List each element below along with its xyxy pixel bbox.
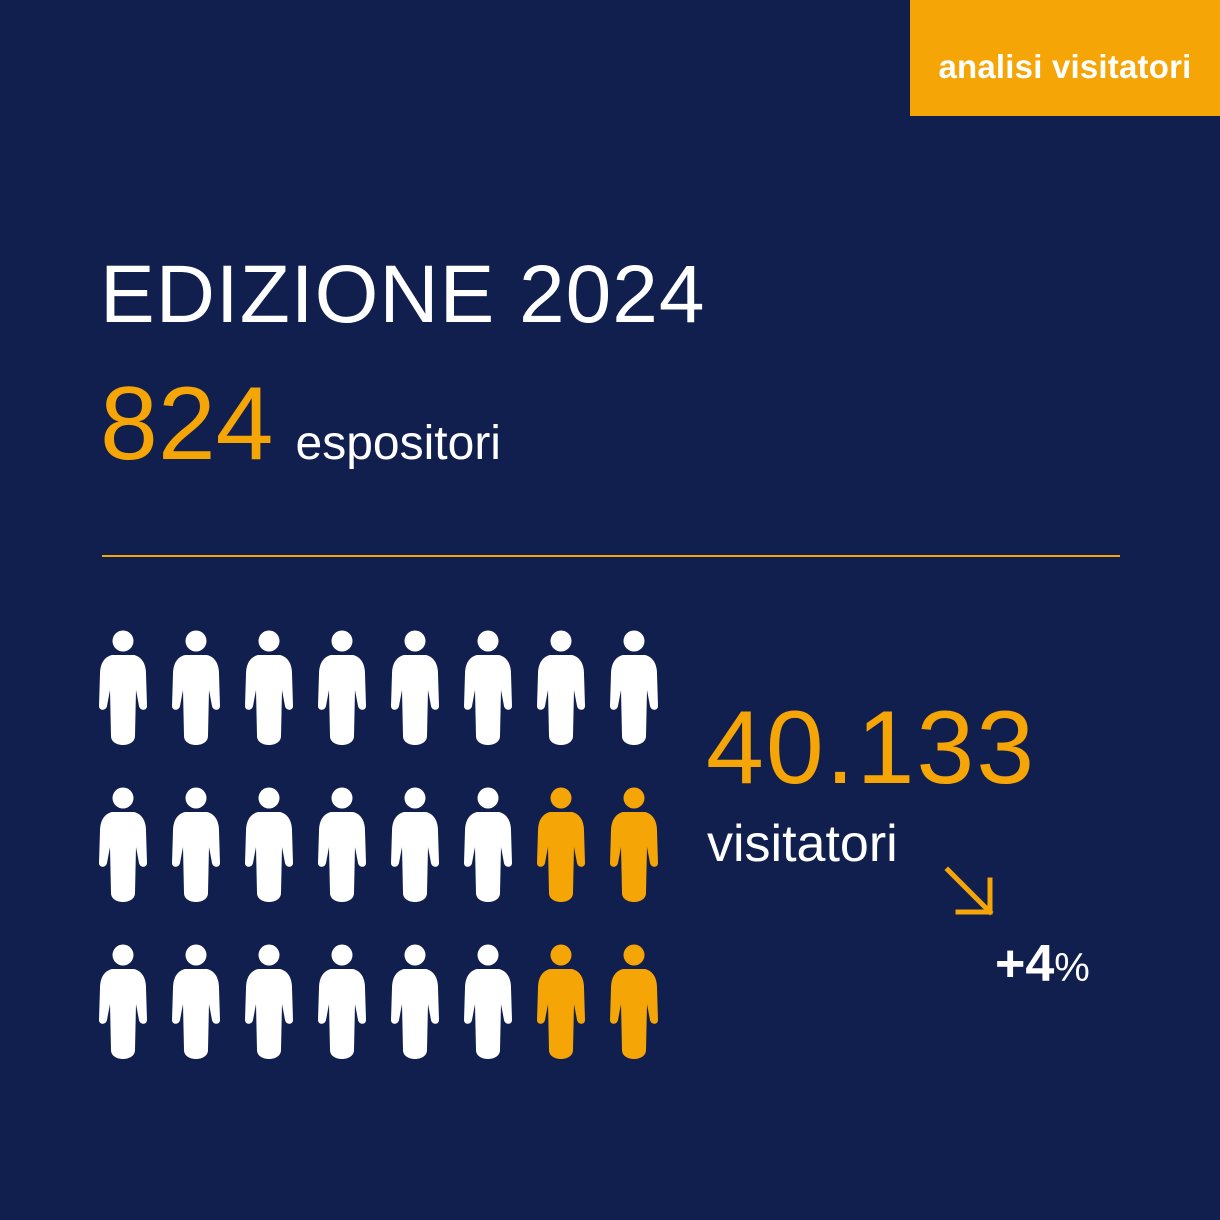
visitors-change: +4% — [995, 938, 1090, 990]
person-icon — [245, 944, 293, 1059]
person-icon — [610, 630, 658, 745]
person-icon — [537, 630, 585, 745]
person-icon — [172, 630, 220, 745]
person-icon — [99, 630, 147, 745]
exhibitors-label: espositori — [295, 417, 501, 470]
category-tag-label: analisi visitatori — [938, 48, 1192, 85]
person-icon-highlighted — [610, 787, 658, 902]
person-icon — [318, 944, 366, 1059]
person-icon-highlighted — [537, 944, 585, 1059]
person-icon — [172, 787, 220, 902]
person-icon — [318, 787, 366, 902]
category-tag: analisi visitatori — [910, 0, 1220, 116]
person-icon — [99, 944, 147, 1059]
exhibitors-stat: 824 espositori — [100, 372, 501, 476]
person-icon — [172, 944, 220, 1059]
person-icon — [391, 944, 439, 1059]
person-icon — [464, 944, 512, 1059]
person-icon — [464, 630, 512, 745]
exhibitors-count: 824 — [100, 366, 274, 482]
person-icon — [245, 630, 293, 745]
person-icon — [318, 630, 366, 745]
visitors-pictogram — [98, 630, 658, 1070]
visitors-change-value: +4 — [995, 935, 1055, 993]
visitors-count: 40.133 — [706, 690, 1037, 806]
person-icon — [99, 787, 147, 902]
divider — [102, 555, 1120, 557]
person-icon-highlighted — [610, 944, 658, 1059]
visitors-change-unit: % — [1054, 946, 1090, 990]
person-icon — [245, 787, 293, 902]
person-icon-highlighted — [537, 787, 585, 902]
visitors-label: visitatori — [707, 815, 898, 873]
arrow-down-right-icon — [944, 866, 994, 916]
edition-title: EDIZIONE 2024 — [100, 249, 706, 340]
person-icon — [391, 630, 439, 745]
person-icon — [464, 787, 512, 902]
person-icon — [391, 787, 439, 902]
